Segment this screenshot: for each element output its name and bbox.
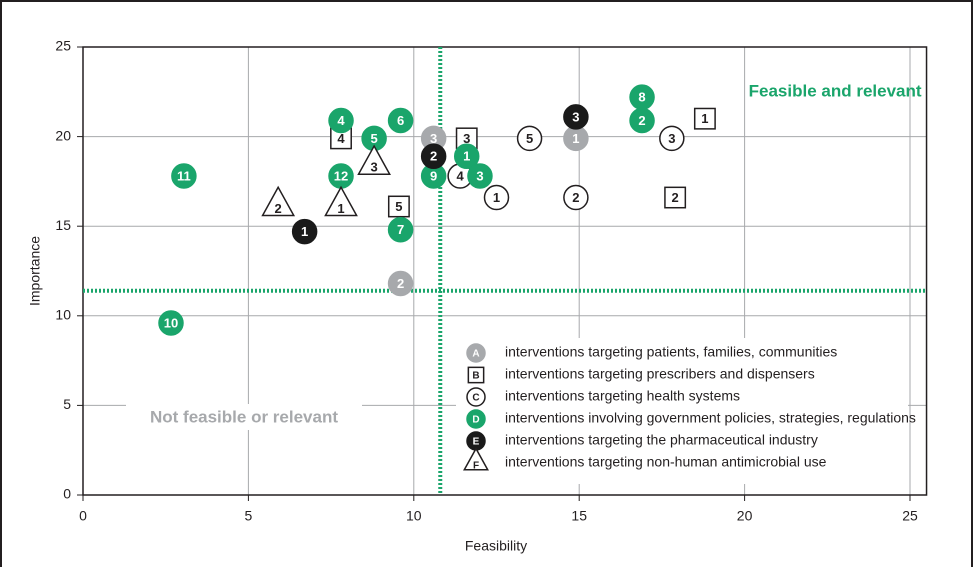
y-tick-label: 10 xyxy=(55,307,71,323)
legend-label: interventions targeting prescribers and … xyxy=(505,366,815,382)
point-label: 3 xyxy=(370,160,377,175)
point-label: 1 xyxy=(701,111,708,126)
legend-marker xyxy=(467,366,485,384)
point xyxy=(516,125,543,152)
point xyxy=(387,107,414,134)
point-label: 4 xyxy=(456,168,464,183)
point-label: 6 xyxy=(397,113,404,128)
legend-key: B xyxy=(472,371,479,382)
legend-key: D xyxy=(472,415,479,426)
point-label: 3 xyxy=(430,131,437,146)
point-label: 4 xyxy=(337,131,345,146)
point-label: 8 xyxy=(638,90,645,105)
point xyxy=(659,125,685,152)
annotation: Feasible and relevant xyxy=(749,81,922,100)
x-tick-label: 15 xyxy=(571,508,587,524)
point xyxy=(563,104,589,130)
point xyxy=(387,195,410,218)
point-label: 5 xyxy=(526,131,533,146)
point xyxy=(664,186,687,209)
point-label: 1 xyxy=(572,131,579,146)
x-tick-label: 25 xyxy=(902,508,918,524)
annotation: Not feasible or relevant xyxy=(150,407,338,426)
annotation-bg xyxy=(126,404,362,430)
point-label: 2 xyxy=(672,190,679,205)
point-label: 1 xyxy=(493,190,500,205)
point-label: 5 xyxy=(395,199,402,214)
point xyxy=(387,217,414,243)
point-label: 10 xyxy=(164,315,178,330)
point-label: 4 xyxy=(337,113,345,128)
point-label: 11 xyxy=(177,168,191,183)
legend-marker xyxy=(466,409,486,429)
point xyxy=(420,143,447,170)
point-label: 3 xyxy=(572,109,579,124)
point-label: 7 xyxy=(397,222,404,237)
plot-frame xyxy=(82,46,928,496)
point-label: 1 xyxy=(301,224,308,239)
y-tick-label: 20 xyxy=(55,127,71,143)
point-label: 3 xyxy=(668,131,675,146)
y-tick-label: 25 xyxy=(55,38,71,54)
legend-key: A xyxy=(472,349,479,360)
legend-label: interventions targeting health systems xyxy=(505,388,740,404)
point xyxy=(357,144,391,176)
point-label: 5 xyxy=(370,131,377,146)
x-axis-title: Feasibility xyxy=(465,538,527,554)
point-label: 2 xyxy=(430,149,437,164)
x-tick-label: 0 xyxy=(79,508,87,524)
point xyxy=(453,143,480,170)
legend-label: interventions targeting non-human antimi… xyxy=(505,454,827,470)
legend-key: C xyxy=(472,393,479,404)
point xyxy=(467,163,493,189)
x-tick-label: 5 xyxy=(245,508,253,524)
x-tick-label: 20 xyxy=(737,508,753,524)
point-label: 2 xyxy=(397,276,404,291)
legend-bg xyxy=(456,338,908,484)
y-tick-label: 0 xyxy=(63,486,71,502)
y-tick-label: 5 xyxy=(63,396,71,412)
legend-key: F xyxy=(473,461,479,472)
point xyxy=(629,107,655,134)
point-label: 12 xyxy=(334,168,348,183)
y-tick-label: 15 xyxy=(55,217,71,233)
point-label: 1 xyxy=(337,201,344,216)
point xyxy=(171,163,197,189)
point-label: 2 xyxy=(275,201,282,216)
point-label: 9 xyxy=(430,168,437,183)
y-axis-title: Importance xyxy=(27,236,43,306)
legend-marker xyxy=(463,447,489,471)
x-tick-label: 10 xyxy=(406,508,422,524)
point xyxy=(324,185,358,217)
legend-label: interventions targeting patients, famili… xyxy=(505,344,837,360)
point xyxy=(693,107,716,130)
point xyxy=(328,107,354,134)
legend-label: interventions involving government polic… xyxy=(505,410,916,426)
legend-label: interventions targeting the pharmaceutic… xyxy=(505,432,818,448)
point-label: 2 xyxy=(572,190,579,205)
point xyxy=(483,184,510,211)
point xyxy=(158,310,184,336)
point-label: 3 xyxy=(476,168,483,183)
point xyxy=(563,184,589,211)
legend-marker xyxy=(466,343,486,363)
point xyxy=(261,185,296,217)
point xyxy=(387,270,414,297)
legend-marker xyxy=(466,387,486,407)
point-label: 3 xyxy=(463,131,470,146)
point-label: 1 xyxy=(463,149,470,164)
point xyxy=(291,218,318,245)
point-label: 2 xyxy=(638,113,645,128)
legend-key: E xyxy=(473,437,480,448)
